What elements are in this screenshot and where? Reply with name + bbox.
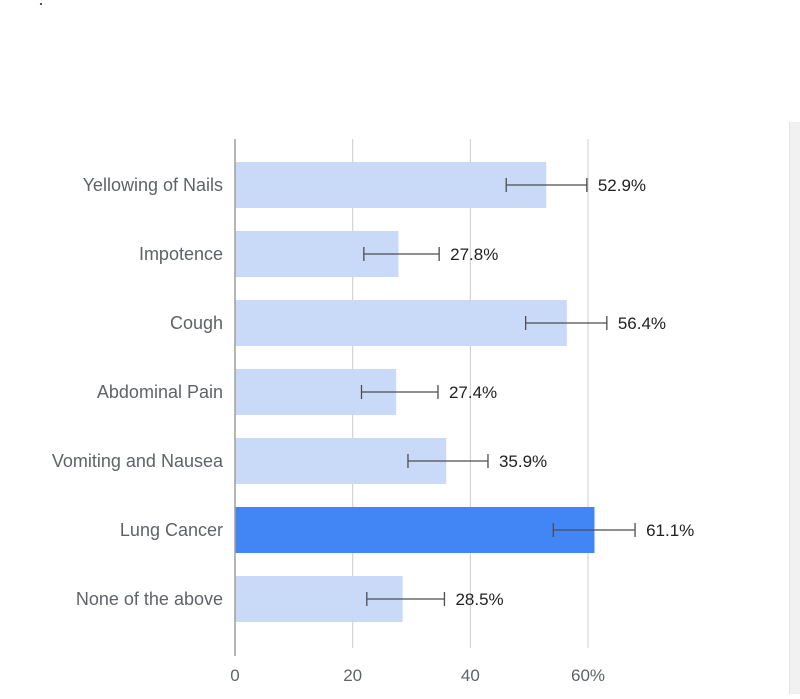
- x-tick-label: 60%: [571, 666, 605, 685]
- category-label: Lung Cancer: [120, 520, 223, 540]
- category-label: Yellowing of Nails: [83, 175, 223, 195]
- data-label: 27.8%: [450, 245, 498, 264]
- category-label: Abdominal Pain: [97, 382, 223, 402]
- data-label: 56.4%: [618, 314, 666, 333]
- category-label: Vomiting and Nausea: [52, 451, 224, 471]
- data-label: 35.9%: [499, 452, 547, 471]
- data-label: 61.1%: [646, 521, 694, 540]
- x-tick-label: 0: [230, 666, 239, 685]
- category-label: Cough: [170, 313, 223, 333]
- x-tick-label: 20: [343, 666, 362, 685]
- bar: [235, 162, 547, 208]
- data-label: 52.9%: [598, 176, 646, 195]
- x-tick-label: 40: [461, 666, 480, 685]
- bar: [235, 507, 595, 553]
- data-label: 27.4%: [449, 383, 497, 402]
- category-label: None of the above: [76, 589, 223, 609]
- data-label: 28.5%: [455, 590, 503, 609]
- stray-dot: [40, 3, 42, 5]
- bar: [235, 300, 567, 346]
- scrollbar[interactable]: [789, 122, 800, 694]
- category-label: Impotence: [139, 244, 223, 264]
